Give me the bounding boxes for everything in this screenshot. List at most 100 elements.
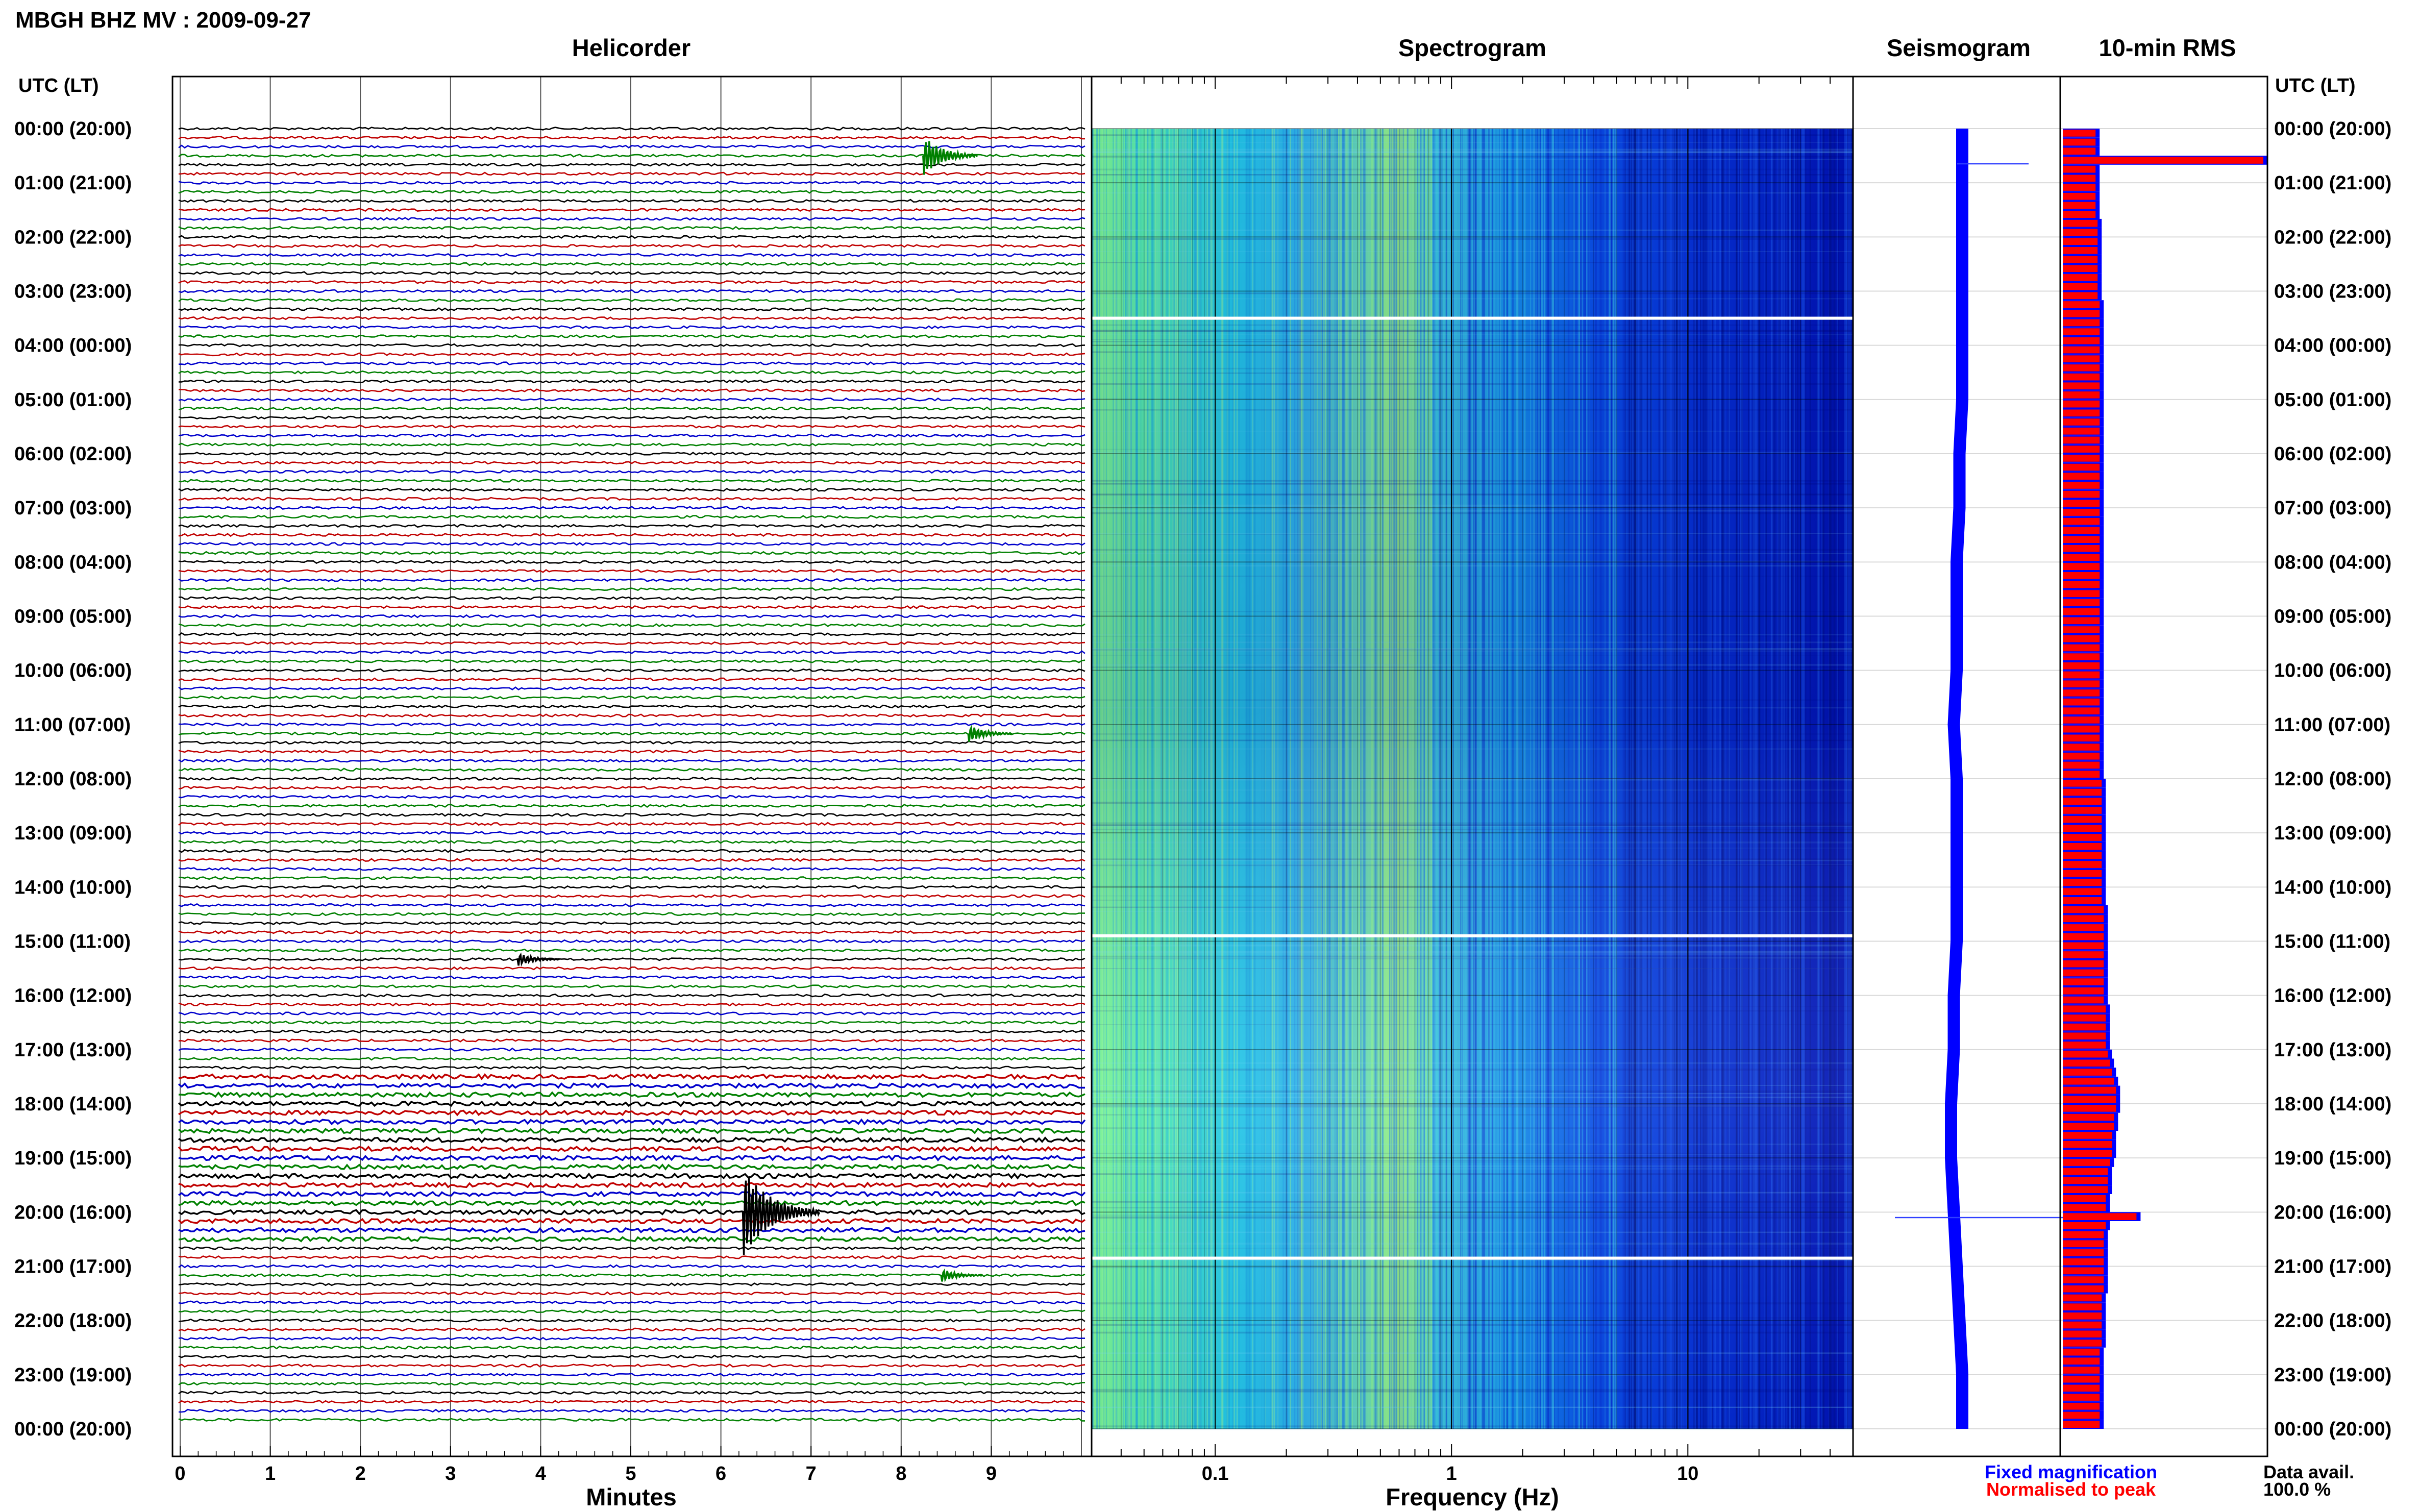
helicorder-trace bbox=[178, 731, 1085, 736]
rms-bar-normalised bbox=[2063, 581, 2100, 588]
rms-bar-normalised bbox=[2063, 192, 2096, 200]
rms-bar-normalised bbox=[2063, 1340, 2102, 1347]
rms-bar-normalised bbox=[2063, 1384, 2100, 1392]
time-label-left: 19:00 (15:00) bbox=[14, 1148, 132, 1169]
helicorder-trace bbox=[178, 939, 1085, 944]
rms-bar-normalised bbox=[2063, 608, 2100, 615]
frequency-tick-label: 1 bbox=[1446, 1463, 1457, 1484]
rms-bar-normalised bbox=[2063, 1023, 2106, 1031]
helicorder-trace bbox=[178, 767, 1085, 772]
time-label-left: 14:00 (10:00) bbox=[14, 877, 132, 898]
rms-bar-normalised bbox=[2063, 482, 2100, 489]
legend-fixed-magnification: Fixed magnification bbox=[1985, 1461, 2157, 1482]
helicorder-trace bbox=[178, 849, 1085, 853]
rms-bar-normalised bbox=[2063, 527, 2100, 534]
rms-bar-normalised bbox=[2063, 184, 2096, 191]
rms-bar-normalised bbox=[2063, 1032, 2106, 1040]
rms-bar-normalised bbox=[2063, 834, 2102, 841]
rms-bar-normalised bbox=[2063, 599, 2100, 606]
rms-bar-normalised bbox=[2063, 662, 2100, 670]
helicorder-trace bbox=[178, 325, 1085, 330]
time-label-left: 05:00 (01:00) bbox=[14, 389, 132, 411]
helicorder-trace bbox=[178, 605, 1085, 609]
rms-bar-normalised bbox=[2063, 798, 2102, 805]
rms-bar-normalised bbox=[2063, 1059, 2110, 1067]
rms-bar-normalised bbox=[2063, 211, 2096, 218]
helicorder-events bbox=[516, 141, 1013, 1283]
rms-bar-normalised bbox=[2063, 716, 2100, 724]
time-label-left: 17:00 (13:00) bbox=[14, 1039, 132, 1061]
rms-bar-normalised bbox=[2063, 897, 2102, 904]
time-label-left: 09:00 (05:00) bbox=[14, 606, 132, 628]
helicorder-trace bbox=[178, 497, 1085, 501]
time-label-left: 04:00 (00:00) bbox=[14, 335, 132, 357]
rms-bar-normalised bbox=[2063, 1411, 2100, 1419]
rms-bar-normalised bbox=[2063, 364, 2100, 371]
helicorder-trace bbox=[178, 839, 1085, 844]
helicorder-trace bbox=[178, 722, 1085, 727]
rms-bar-normalised bbox=[2063, 1367, 2100, 1374]
helicorder-trace bbox=[178, 533, 1085, 537]
rms-bar-normalised bbox=[2063, 1402, 2100, 1410]
helicorder-trace bbox=[178, 199, 1085, 203]
rms-bar-normalised bbox=[2063, 1042, 2106, 1049]
rms-bar-normalised bbox=[2063, 761, 2100, 769]
rms-bar-normalised bbox=[2063, 1014, 2106, 1022]
rms-bar-normalised bbox=[2063, 355, 2100, 363]
helicorder-event bbox=[742, 1176, 821, 1255]
helicorder-trace bbox=[178, 1056, 1085, 1061]
rms-bar-normalised bbox=[2063, 455, 2100, 462]
seismogram-panel bbox=[1853, 128, 2085, 1429]
rms-bar-normalised bbox=[2063, 842, 2102, 850]
rms-bar-normalised bbox=[2063, 517, 2100, 525]
rms-bar-normalised bbox=[2063, 1005, 2106, 1013]
rms-bar-normalised bbox=[2063, 626, 2100, 633]
helicorder-trace bbox=[178, 677, 1085, 682]
rms-bar-normalised bbox=[2063, 238, 2098, 245]
rms-bar-normalised bbox=[2063, 1195, 2106, 1202]
helicorder-trace bbox=[178, 469, 1085, 474]
rms-bar-normalised bbox=[2063, 861, 2102, 868]
helicorder-trace bbox=[178, 912, 1085, 916]
helicorder-trace bbox=[178, 433, 1085, 438]
rms-bar-normalised bbox=[2063, 771, 2100, 778]
rms-bar-normalised bbox=[2063, 382, 2100, 390]
time-label-right: 01:00 (21:00) bbox=[2274, 172, 2391, 194]
helicorder-trace bbox=[178, 948, 1085, 953]
helicorder-trace bbox=[178, 1391, 1085, 1395]
helicorder-trace bbox=[178, 460, 1085, 465]
rms-bar-normalised bbox=[2063, 1222, 2106, 1229]
time-label-left: 16:00 (12:00) bbox=[14, 985, 132, 1007]
helicorder-trace bbox=[178, 442, 1085, 447]
time-label-left: 00:00 (20:00) bbox=[14, 1419, 132, 1440]
time-label-left: 02:00 (22:00) bbox=[14, 227, 132, 248]
helicorder-trace bbox=[178, 1227, 1085, 1234]
helicorder-trace bbox=[178, 668, 1085, 673]
rms-bar-normalised bbox=[2063, 879, 2102, 886]
helicorder-trace bbox=[178, 271, 1085, 276]
helicorder-trace bbox=[178, 785, 1085, 790]
time-label-right: 06:00 (02:00) bbox=[2274, 443, 2391, 465]
spectrogram-panel bbox=[1091, 128, 1854, 1430]
helicorder-trace bbox=[178, 551, 1085, 555]
helicorder-trace bbox=[178, 127, 1085, 131]
helicorder-trace bbox=[178, 1118, 1086, 1126]
helicorder-trace bbox=[179, 596, 1085, 600]
helicorder-trace bbox=[178, 226, 1085, 230]
helicorder-trace bbox=[179, 1408, 1085, 1413]
frequency-axis-ticks: 0.1 1 10 bbox=[1091, 77, 1854, 1484]
helicorder-trace bbox=[178, 262, 1085, 266]
helicorder-trace bbox=[178, 135, 1085, 140]
time-label-left: 10:00 (06:00) bbox=[14, 660, 132, 682]
rms-bar-normalised bbox=[2063, 987, 2104, 995]
rms-bar-normalised bbox=[2063, 807, 2102, 814]
helicorder-trace bbox=[178, 1145, 1085, 1153]
helicorder-trace bbox=[178, 812, 1085, 817]
utc-label-left: UTC (LT) bbox=[18, 75, 99, 96]
rms-bar-normalised bbox=[2063, 752, 2100, 760]
time-label-left: 07:00 (03:00) bbox=[14, 498, 132, 519]
helicorder-trace bbox=[178, 1020, 1085, 1025]
time-label-left: 00:00 (20:00) bbox=[14, 118, 132, 140]
helicorder-trace bbox=[178, 162, 1085, 167]
rms-bar-normalised bbox=[2063, 617, 2100, 625]
